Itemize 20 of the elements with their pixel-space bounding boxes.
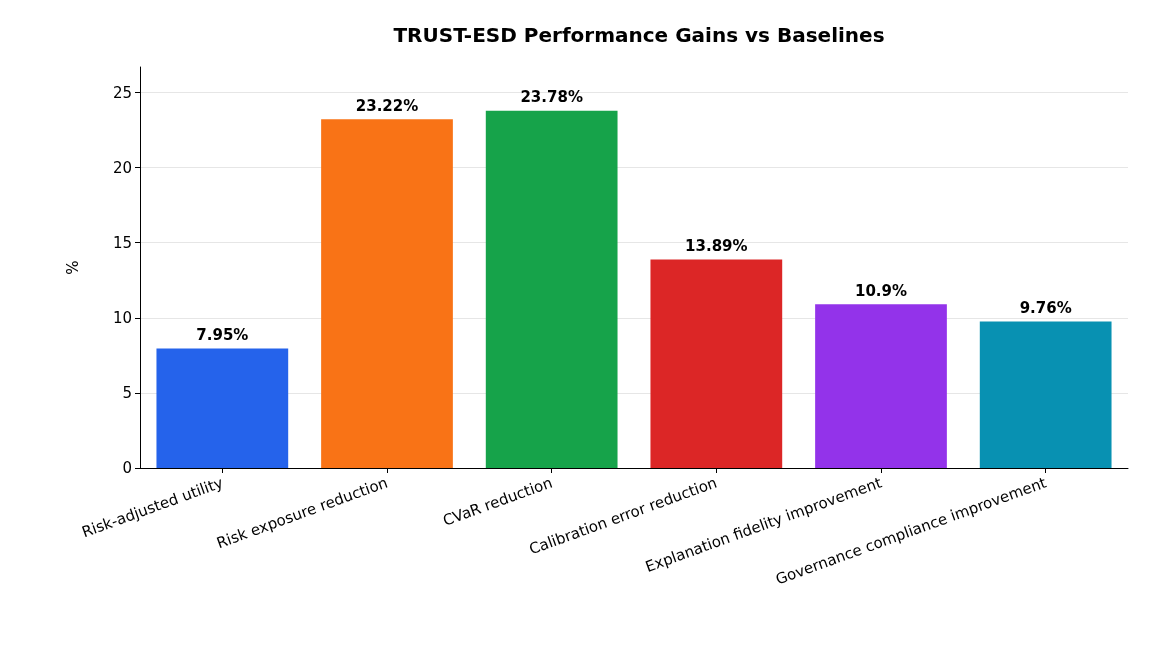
data-label: 23.78% <box>520 88 583 107</box>
bar <box>815 304 947 468</box>
y-tick-label: 25 <box>112 83 132 102</box>
data-label: 9.76% <box>1019 298 1072 317</box>
data-label: 10.9% <box>854 281 908 300</box>
chart-title: TRUST-ESD Performance Gains vs Baselines <box>393 23 885 47</box>
data-label: 7.95% <box>196 326 249 345</box>
data-label: 23.22% <box>355 96 419 115</box>
y-tick-label: 15 <box>112 233 132 252</box>
bar <box>979 321 1112 468</box>
y-tick-label: 5 <box>122 383 132 402</box>
y-tick-label: 20 <box>112 158 132 177</box>
y-tick-label: 0 <box>122 459 132 477</box>
bar <box>650 259 783 468</box>
data-label: 13.89% <box>685 236 748 255</box>
bar <box>485 110 618 468</box>
y-tick-label: 10 <box>112 308 132 327</box>
y-axis-title: % <box>63 260 82 275</box>
bar <box>156 348 289 468</box>
bar <box>321 119 453 468</box>
